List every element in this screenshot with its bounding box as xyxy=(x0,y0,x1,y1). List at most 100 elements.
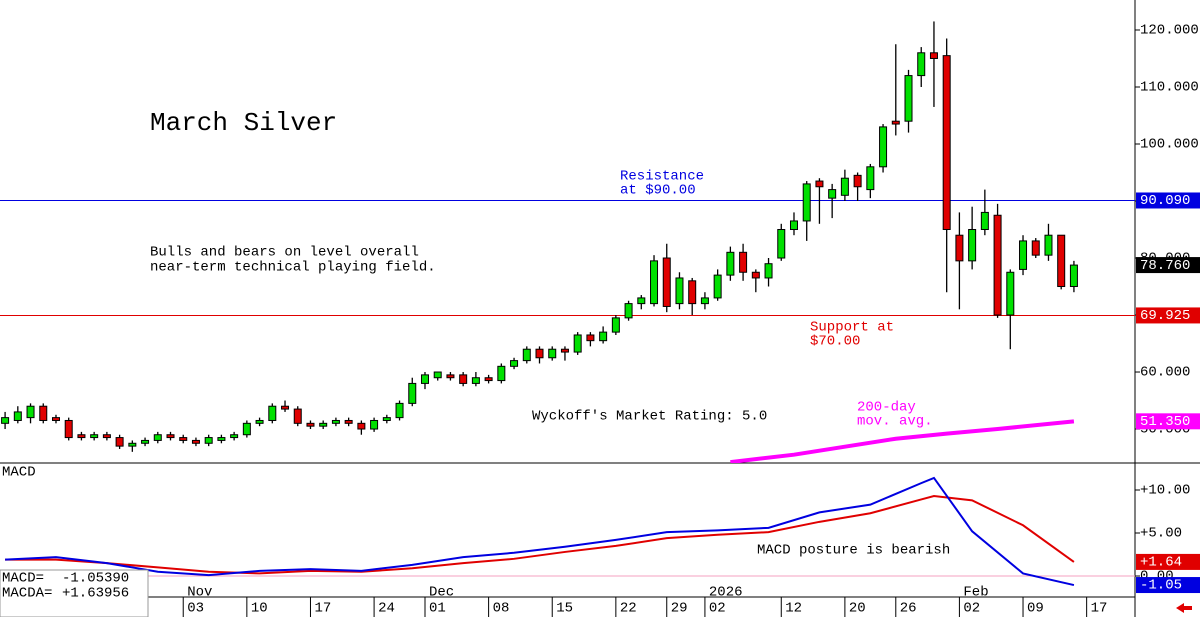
candle-body xyxy=(866,166,875,191)
candle-body xyxy=(522,348,531,362)
candle-body xyxy=(968,229,977,262)
x-tick-label: 15 xyxy=(556,601,573,617)
rating-note: Wyckoff's Market Rating: 5.0 xyxy=(532,409,767,425)
x-tick-label: 17 xyxy=(314,601,331,617)
candle-body xyxy=(739,251,748,273)
panel-title: MACD xyxy=(2,465,36,481)
candle-body xyxy=(471,377,480,384)
note: Bulls and bears on level overall xyxy=(150,245,419,261)
candle-body xyxy=(408,382,417,404)
candle-body xyxy=(789,220,798,231)
x-tick-label: 26 xyxy=(900,601,917,617)
y-tick-label: 110.000 xyxy=(1140,80,1199,96)
candle-body xyxy=(242,422,251,436)
candle-body xyxy=(1,417,10,424)
candle-body xyxy=(357,422,366,430)
candle-body xyxy=(191,439,200,444)
candle-body xyxy=(993,214,1002,316)
candle-body xyxy=(306,422,315,427)
candle-body xyxy=(382,417,391,421)
x-tick-label: 03 xyxy=(187,601,204,617)
candle-body xyxy=(764,263,773,279)
ma-note: 200-day xyxy=(857,400,916,416)
candle-body xyxy=(51,417,60,421)
ma-label-box xyxy=(1136,413,1200,430)
candle-body xyxy=(204,437,213,444)
x-tick-label: 09 xyxy=(1027,601,1044,617)
candle-body xyxy=(281,405,290,410)
candle-body xyxy=(751,271,760,279)
candle-body xyxy=(675,277,684,305)
candle-body xyxy=(1057,234,1066,288)
candle-body xyxy=(128,442,137,447)
candle-body xyxy=(420,374,429,384)
candle-body xyxy=(268,405,277,421)
series-line xyxy=(5,476,1075,587)
candle-body xyxy=(255,419,264,424)
candle-body xyxy=(917,52,926,77)
last-label-box xyxy=(1136,257,1200,274)
candle-body xyxy=(904,75,913,122)
ma-label: 51.350 xyxy=(1140,414,1190,430)
candle-body xyxy=(713,274,722,299)
candle-body xyxy=(153,434,162,441)
candle-body xyxy=(319,422,328,427)
candle-body xyxy=(548,348,557,359)
candle-body xyxy=(230,434,239,439)
support-label-box xyxy=(1136,307,1200,324)
x-tick-label: 20 xyxy=(849,601,866,617)
candle-body xyxy=(293,408,302,424)
candle-body xyxy=(395,402,404,419)
candle-body xyxy=(1019,240,1028,270)
candle-body xyxy=(446,374,455,379)
candle-body xyxy=(64,419,73,439)
candle-body xyxy=(573,334,582,353)
series-line xyxy=(5,495,1075,575)
support-note: Support at xyxy=(810,320,894,336)
candle-body xyxy=(141,439,150,444)
readout-box xyxy=(0,569,149,617)
resistance-label-box xyxy=(1136,192,1200,209)
last-label: 78.760 xyxy=(1140,258,1190,274)
x-tick-label: 08 xyxy=(493,601,510,617)
candle-body xyxy=(166,434,175,439)
month-label: Dec xyxy=(429,585,454,601)
candle-body xyxy=(560,348,569,353)
end-label-box xyxy=(1136,553,1200,570)
y-tick-label: 120.000 xyxy=(1140,23,1199,39)
readout-value: +1.63956 xyxy=(62,586,129,602)
candle-body xyxy=(637,297,646,305)
candle-body xyxy=(662,257,671,307)
readout-value: -1.05390 xyxy=(62,571,129,587)
x-tick-label: 17 xyxy=(1091,601,1108,617)
candle-body xyxy=(1044,234,1053,256)
chart-title: March Silver xyxy=(150,108,337,138)
candle-body xyxy=(980,211,989,231)
candle-body xyxy=(955,234,964,262)
candle-body xyxy=(535,348,544,359)
x-tick-label: 10 xyxy=(251,601,268,617)
legend-label: MACD= xyxy=(2,571,44,587)
ma-note: mov. avg. xyxy=(857,414,933,430)
end-label: +1.64 xyxy=(1140,555,1182,571)
note: near-term technical playing field. xyxy=(150,260,436,276)
x-tick-label: 02 xyxy=(963,601,980,617)
y-tick-label: 60.000 xyxy=(1140,365,1190,381)
candle-body xyxy=(370,419,379,430)
macd-note: MACD posture is bearish xyxy=(757,543,950,559)
end-label-box xyxy=(1136,577,1200,594)
support-note: $70.00 xyxy=(810,334,860,350)
candle-body xyxy=(179,437,188,441)
candle-body xyxy=(650,260,659,305)
month-label: Nov xyxy=(187,585,212,601)
candle-body xyxy=(688,280,697,305)
candle-body xyxy=(26,405,35,419)
y-tick-label: +5.00 xyxy=(1140,526,1182,542)
candle-body xyxy=(777,229,786,259)
candle-body xyxy=(77,434,86,439)
candle-body xyxy=(929,52,938,59)
candle-body xyxy=(802,183,811,222)
candle-body xyxy=(510,360,519,367)
candle-body xyxy=(13,411,22,421)
